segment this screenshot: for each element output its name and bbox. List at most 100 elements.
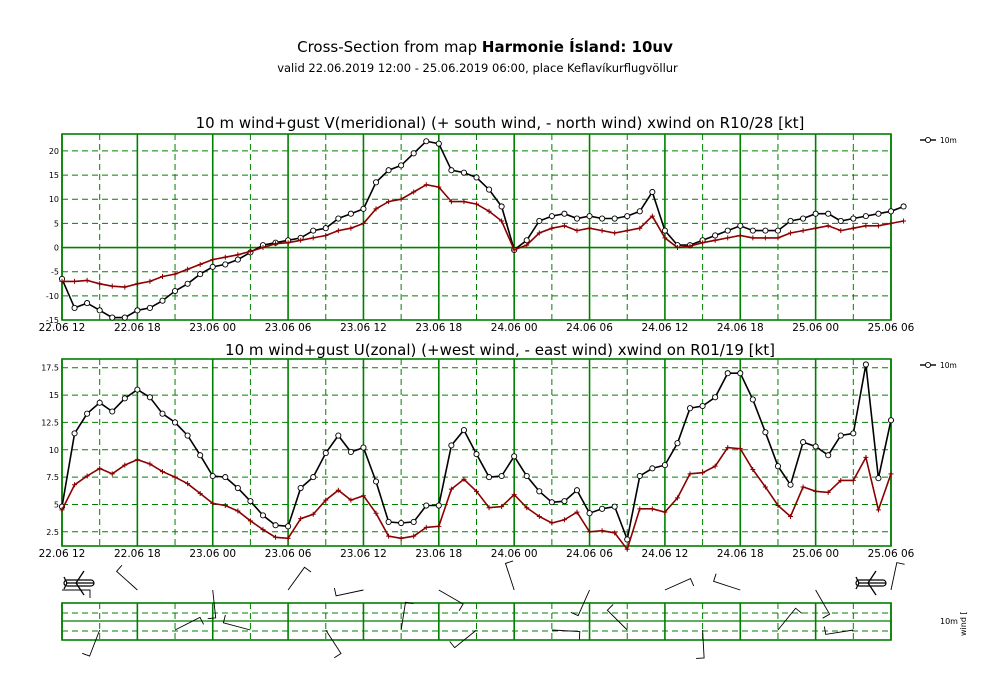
- wind-point: [109, 408, 116, 415]
- gust-point: [273, 241, 279, 247]
- x-tick-label: 22.06 12: [39, 322, 86, 334]
- wind-barb: [815, 589, 831, 619]
- wind-barb: [438, 589, 464, 612]
- chart-meridional: 10 m wind+gust V(meridional) (+ south wi…: [39, 114, 957, 334]
- gust-point: [197, 491, 203, 497]
- gust-point: [448, 486, 454, 492]
- wind-barb: [222, 614, 251, 631]
- gust-point: [549, 520, 555, 526]
- gust-point: [159, 274, 165, 280]
- wind-point: [875, 210, 882, 217]
- x-tick-label: 23.06 06: [265, 548, 312, 560]
- gust-point: [561, 517, 567, 523]
- wind-point: [247, 498, 254, 505]
- gust-point: [147, 278, 153, 284]
- gust-point: [298, 516, 304, 522]
- wind-barb: [551, 629, 581, 640]
- gust-point: [235, 508, 241, 514]
- gust-point: [386, 199, 392, 205]
- wind-point: [699, 402, 706, 410]
- gust-point: [335, 487, 341, 493]
- x-tick-label: 23.06 12: [340, 548, 387, 560]
- chart-zonal: 10 m wind+gust U(zonal) (+west wind, - e…: [39, 341, 957, 560]
- wind-barb: [504, 560, 515, 591]
- wind-point: [335, 215, 342, 222]
- gust-point: [800, 484, 806, 490]
- gust-point: [725, 445, 731, 451]
- wind-point: [423, 502, 430, 509]
- gust-point: [461, 199, 467, 205]
- gust-point: [210, 500, 216, 506]
- gust-point: [775, 235, 781, 241]
- gust-point: [674, 245, 680, 251]
- wind-point: [548, 213, 555, 220]
- gust-point: [838, 477, 844, 483]
- wind-barb: [570, 589, 590, 617]
- gust-point: [273, 534, 279, 540]
- wind-point: [159, 410, 166, 417]
- gust-point: [423, 182, 429, 188]
- gust-point: [398, 196, 404, 202]
- legend-label: 10m: [940, 361, 957, 370]
- y-tick-label: -10: [46, 292, 59, 301]
- wind-point: [712, 232, 719, 239]
- gust-point: [398, 535, 404, 541]
- wind-point: [347, 210, 354, 217]
- gust-point: [247, 518, 253, 524]
- gust-point: [185, 481, 191, 487]
- gust-point: [335, 228, 341, 234]
- wind-point: [774, 227, 782, 234]
- gust-point: [875, 507, 881, 513]
- wind-point: [724, 227, 731, 234]
- wind-barb: [823, 626, 854, 635]
- gust-point: [687, 471, 693, 477]
- wind-barb: [890, 562, 905, 591]
- gust-point: [649, 506, 655, 512]
- gust-point: [775, 503, 781, 509]
- gust-point: [725, 235, 731, 241]
- gust-point: [499, 504, 505, 510]
- gust-point: [260, 245, 266, 251]
- x-tick-label: 23.06 00: [189, 322, 236, 334]
- strip-frame: [61, 602, 892, 641]
- wind-point: [712, 394, 719, 401]
- wind-point: [511, 453, 518, 460]
- wind-point: [310, 227, 317, 234]
- plot-frame: [61, 133, 892, 321]
- wind-point: [599, 215, 606, 222]
- wind-point: [96, 307, 103, 314]
- wind-point: [749, 396, 756, 403]
- wind-point: [573, 487, 581, 494]
- wind-point: [599, 505, 606, 512]
- wind-point: [322, 449, 329, 457]
- strip-label: 10m: [940, 617, 958, 626]
- wind-point: [71, 304, 78, 311]
- gust-point: [109, 471, 115, 477]
- gust-point: [222, 254, 228, 260]
- wind-point: [548, 499, 555, 506]
- wind-point: [134, 307, 141, 314]
- wind-point: [171, 419, 179, 426]
- gust-point: [750, 466, 756, 472]
- gust-point: [411, 189, 417, 195]
- airplane-icon: [63, 570, 94, 596]
- wind-point: [234, 256, 241, 263]
- wind-point: [636, 208, 643, 215]
- gust-point: [825, 223, 831, 229]
- wind-point: [762, 227, 769, 234]
- gust-point: [298, 237, 304, 243]
- page-subtitle: valid 22.06.2019 12:00 - 25.06.2019 06:0…: [277, 61, 678, 75]
- x-tick-label: 24.06 18: [717, 548, 764, 560]
- wind-point: [536, 488, 543, 495]
- gust-point: [348, 497, 354, 503]
- wind-barb: [777, 607, 803, 631]
- wind-point: [435, 502, 442, 509]
- wind-point: [523, 237, 530, 244]
- wind-barb: [287, 566, 312, 591]
- gust-point: [59, 507, 65, 513]
- gust-point: [649, 213, 655, 219]
- wind-point: [372, 478, 380, 485]
- gust-point: [712, 237, 718, 243]
- gust-point: [762, 484, 768, 490]
- wind-point: [800, 439, 807, 446]
